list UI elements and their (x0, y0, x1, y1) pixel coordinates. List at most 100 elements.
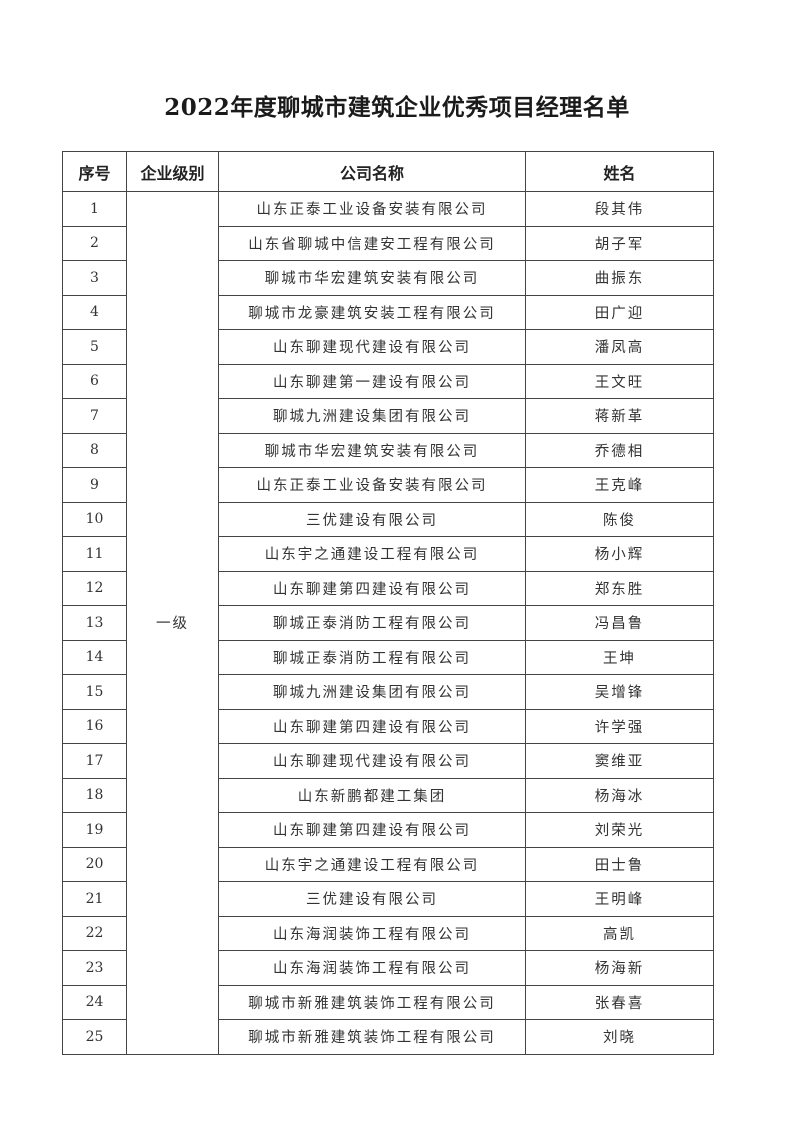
table-row: 16 山东聊建第四建设有限公司 许学强 (62, 708, 714, 744)
header-no: 序号 (62, 151, 127, 192)
row-number: 23 (62, 950, 127, 986)
manager-name: 冯昌鲁 (525, 605, 714, 641)
company-name: 聊城市新雅建筑装饰工程有限公司 (218, 984, 526, 1020)
company-name: 山东正泰工业设备安装有限公司 (218, 191, 526, 227)
company-name: 聊城正泰消防工程有限公司 (218, 605, 526, 641)
company-name: 山东新鹏都建工集团 (218, 777, 526, 813)
row-number: 17 (62, 743, 127, 779)
manager-name: 杨小辉 (525, 536, 714, 572)
table-row: 20 山东宇之通建设工程有限公司 田士鲁 (62, 846, 714, 882)
manager-name: 刘荣光 (525, 812, 714, 848)
company-name: 聊城正泰消防工程有限公司 (218, 639, 526, 675)
manager-name: 吴增锋 (525, 674, 714, 710)
row-number: 11 (62, 536, 127, 572)
company-name: 山东海润装饰工程有限公司 (218, 950, 526, 986)
row-number: 18 (62, 777, 127, 813)
row-number: 3 (62, 260, 127, 296)
company-name: 山东聊建现代建设有限公司 (218, 743, 526, 779)
table-row: 14 聊城正泰消防工程有限公司 王坤 (62, 639, 714, 675)
row-number: 20 (62, 846, 127, 882)
manager-name: 段其伟 (525, 191, 714, 227)
table-row: 17 山东聊建现代建设有限公司 窦维亚 (62, 743, 714, 779)
row-number: 7 (62, 398, 127, 434)
table-body: 1 一级 山东正泰工业设备安装有限公司 段其伟 2 山东省聊城中信建安工程有限公司 胡子军 3… (62, 191, 714, 1055)
table-row: 15 聊城九洲建设集团有限公司 吴增锋 (62, 674, 714, 710)
manager-name: 高凯 (525, 915, 714, 951)
row-number: 19 (62, 812, 127, 848)
table-row: 11 山东宇之通建设工程有限公司 杨小辉 (62, 536, 714, 572)
company-name: 聊城市新雅建筑装饰工程有限公司 (218, 1019, 526, 1055)
header-name: 姓名 (525, 151, 714, 192)
company-name: 山东省聊城中信建安工程有限公司 (218, 225, 526, 261)
company-name: 山东海润装饰工程有限公司 (218, 915, 526, 951)
company-name: 聊城九洲建设集团有限公司 (218, 398, 526, 434)
table-row: 1 一级 山东正泰工业设备安装有限公司 段其伟 (62, 191, 714, 1055)
manager-name: 张春喜 (525, 984, 714, 1020)
manager-name: 王坤 (525, 639, 714, 675)
table-row: 19 山东聊建第四建设有限公司 刘荣光 (62, 812, 714, 848)
document-title: 2022年度聊城市建筑企业优秀项目经理名单 (164, 94, 630, 121)
header-row: 序号 企业级别 公司名称 姓名 (62, 151, 714, 192)
company-name: 山东聊建第四建设有限公司 (218, 708, 526, 744)
company-name: 山东宇之通建设工程有限公司 (218, 846, 526, 882)
row-number: 2 (62, 225, 127, 261)
table-row: 9 山东正泰工业设备安装有限公司 王克峰 (62, 467, 714, 503)
table-row: 6 山东聊建第一建设有限公司 王文旺 (62, 363, 714, 399)
table-row: 21 三优建设有限公司 王明峰 (62, 881, 714, 917)
table-row: 18 山东新鹏都建工集团 杨海冰 (62, 777, 714, 813)
manager-name: 陈俊 (525, 501, 714, 537)
row-number: 16 (62, 708, 127, 744)
table-row: 3 聊城市华宏建筑安装有限公司 曲振东 (62, 260, 714, 296)
row-number: 1 (62, 191, 127, 227)
manager-name: 田广迎 (525, 294, 714, 330)
manager-name: 乔德相 (525, 432, 714, 468)
manager-name: 蒋新革 (525, 398, 714, 434)
row-number: 5 (62, 329, 127, 365)
company-name: 山东聊建现代建设有限公司 (218, 329, 526, 365)
row-number: 6 (62, 363, 127, 399)
table-row: 23 山东海润装饰工程有限公司 杨海新 (62, 950, 714, 986)
manager-name: 田士鲁 (525, 846, 714, 882)
manager-name: 王明峰 (525, 881, 714, 917)
company-name: 山东聊建第一建设有限公司 (218, 363, 526, 399)
table-row: 24 聊城市新雅建筑装饰工程有限公司 张春喜 (62, 984, 714, 1020)
enterprise-level: 一级 (126, 191, 219, 1055)
table-row: 2 山东省聊城中信建安工程有限公司 胡子军 (62, 225, 714, 261)
row-number: 10 (62, 501, 127, 537)
company-name: 聊城市龙豪建筑安装工程有限公司 (218, 294, 526, 330)
manager-list-table: 序号 企业级别 公司名称 姓名 1 一级 山东正泰工业设备安装有限公司 段其伟 2 山东省… (62, 151, 714, 1055)
header-level: 企业级别 (126, 151, 219, 192)
row-number: 24 (62, 984, 127, 1020)
company-name: 山东宇之通建设工程有限公司 (218, 536, 526, 572)
row-number: 22 (62, 915, 127, 951)
row-number: 4 (62, 294, 127, 330)
manager-name: 刘晓 (525, 1019, 714, 1055)
row-number: 13 (62, 605, 127, 641)
table-row: 10 三优建设有限公司 陈俊 (62, 501, 714, 537)
row-number: 21 (62, 881, 127, 917)
company-name: 三优建设有限公司 (218, 501, 526, 537)
manager-name: 胡子军 (525, 225, 714, 261)
manager-name: 郑东胜 (525, 570, 714, 606)
row-number: 25 (62, 1019, 127, 1055)
row-number: 14 (62, 639, 127, 675)
company-name: 聊城九洲建设集团有限公司 (218, 674, 526, 710)
row-number: 9 (62, 467, 127, 503)
manager-name: 杨海冰 (525, 777, 714, 813)
row-number: 8 (62, 432, 127, 468)
company-name: 聊城市华宏建筑安装有限公司 (218, 432, 526, 468)
row-number: 15 (62, 674, 127, 710)
table-row: 25 聊城市新雅建筑装饰工程有限公司 刘晓 (62, 1019, 714, 1055)
company-name: 山东正泰工业设备安装有限公司 (218, 467, 526, 503)
manager-name: 潘凤高 (525, 329, 714, 365)
manager-name: 王文旺 (525, 363, 714, 399)
manager-name: 杨海新 (525, 950, 714, 986)
company-name: 山东聊建第四建设有限公司 (218, 812, 526, 848)
table-row: 5 山东聊建现代建设有限公司 潘凤高 (62, 329, 714, 365)
manager-name: 曲振东 (525, 260, 714, 296)
table-row: 8 聊城市华宏建筑安装有限公司 乔德相 (62, 432, 714, 468)
company-name: 三优建设有限公司 (218, 881, 526, 917)
company-name: 山东聊建第四建设有限公司 (218, 570, 526, 606)
manager-name: 王克峰 (525, 467, 714, 503)
company-name: 聊城市华宏建筑安装有限公司 (218, 260, 526, 296)
